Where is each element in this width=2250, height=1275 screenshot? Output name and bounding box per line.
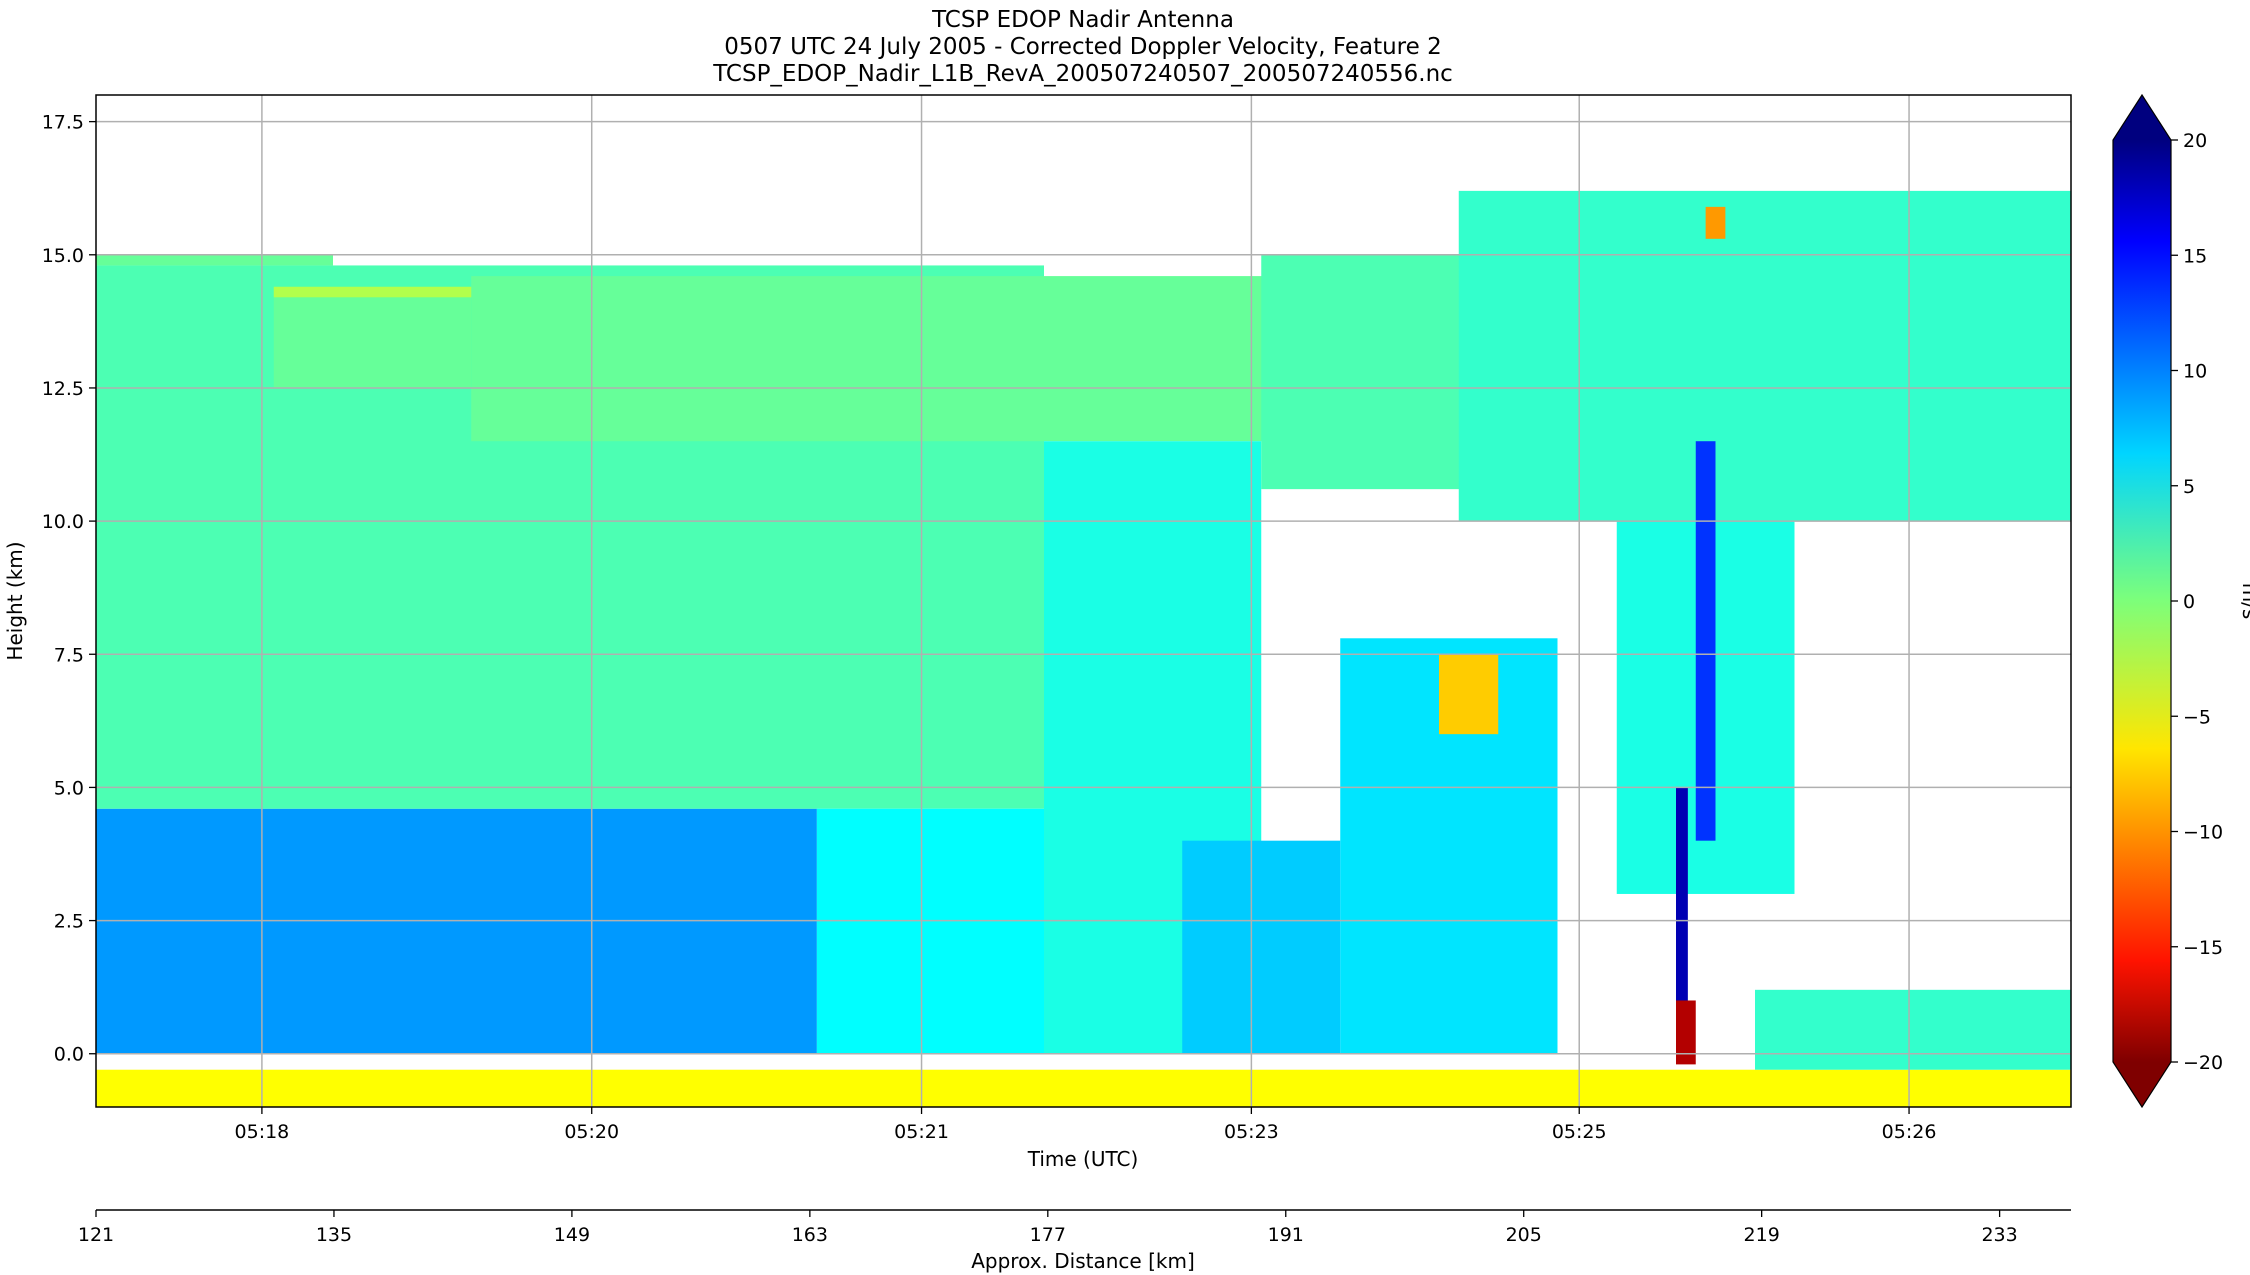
velocity-region [273, 297, 472, 388]
x-tick-label: 05:21 [894, 1121, 949, 1143]
velocity-region [1439, 654, 1499, 735]
colorbar-tick-label: 20 [2183, 130, 2207, 152]
colorbar: 20 15 10 5 0 −5 −10 −15 −20 m/s [2112, 93, 2250, 1109]
colorbar-tick-label: 15 [2183, 245, 2207, 267]
distance-axis-ticks: 121 135 149 163 177 191 205 219 233 [78, 1210, 2018, 1246]
x-tick-label: 05:26 [1882, 1121, 1937, 1143]
colorbar-upper-extend [2113, 95, 2171, 140]
distance-tick-label: 135 [316, 1224, 352, 1246]
plot-area [95, 94, 2072, 1108]
chart-title-line-2: 0507 UTC 24 July 2005 - Corrected Dopple… [724, 34, 1441, 60]
distance-tick-label: 205 [1506, 1224, 1542, 1246]
velocity-region [1695, 441, 1716, 841]
distance-tick-label: 233 [1981, 1224, 2017, 1246]
velocity-region [1705, 206, 1726, 239]
y-tick-label: 10.0 [42, 511, 84, 533]
colorbar-label: m/s [2238, 583, 2250, 620]
velocity-field [96, 190, 2071, 1107]
colorbar-tick-label: −10 [2183, 822, 2223, 844]
velocity-region [1676, 1000, 1696, 1065]
colorbar-lower-extend [2113, 1062, 2171, 1107]
chart-title-line-3: TCSP_EDOP_Nadir_L1B_RevA_200507240507_20… [712, 61, 1453, 87]
velocity-region [96, 1069, 2071, 1107]
colorbar-tick-label: 10 [2183, 361, 2207, 383]
y-tick-label: 0.0 [54, 1044, 84, 1066]
y-tick-label: 2.5 [54, 911, 84, 933]
distance-tick-label: 191 [1268, 1224, 1304, 1246]
distance-axis-label: Approx. Distance [km] [971, 1249, 1195, 1273]
x-tick-label: 05:20 [564, 1121, 619, 1143]
colorbar-ticks: 20 15 10 5 0 −5 −10 −15 −20 [2171, 130, 2223, 1074]
distance-tick-label: 149 [554, 1224, 590, 1246]
chart-title-line-1: TCSP EDOP Nadir Antenna [931, 7, 1234, 33]
velocity-region [1182, 840, 1341, 1054]
grid-lines [96, 95, 2071, 1107]
distance-tick-label: 177 [1030, 1224, 1066, 1246]
y-axis-label: Height (km) [3, 541, 27, 660]
colorbar-gradient [2113, 140, 2171, 1062]
y-tick-label: 12.5 [42, 378, 84, 400]
y-tick-label: 15.0 [42, 245, 84, 267]
x-tick-label: 05:23 [1224, 1121, 1279, 1143]
y-tick-label: 7.5 [54, 644, 84, 666]
colorbar-tick-label: −15 [2183, 937, 2223, 959]
velocity-region [1458, 190, 2071, 522]
distance-tick-label: 219 [1744, 1224, 1780, 1246]
velocity-region [96, 808, 817, 1054]
y-tick-label: 17.5 [42, 112, 84, 134]
y-tick-label: 5.0 [54, 777, 84, 799]
colorbar-tick-label: −5 [2183, 706, 2211, 728]
distance-tick-label: 163 [792, 1224, 828, 1246]
colorbar-tick-label: 5 [2183, 476, 2195, 498]
plot-frame [95, 94, 2072, 1108]
x-tick-label: 05:25 [1552, 1121, 1607, 1143]
distance-tick-label: 121 [78, 1224, 114, 1246]
velocity-region [96, 254, 333, 266]
x-tick-label: 05:18 [235, 1121, 290, 1143]
colorbar-tick-label: −20 [2183, 1052, 2223, 1074]
velocity-region [816, 808, 1044, 1054]
colorbar-tick-label: 0 [2183, 591, 2195, 613]
x-axis-ticks: 05:18 05:20 05:21 05:23 05:25 05:26 [235, 1107, 1937, 1143]
velocity-region [471, 276, 1281, 442]
y-axis-ticks: 0.0 2.5 5.0 7.5 10.0 12.5 15.0 17.5 [42, 112, 96, 1066]
distance-axis: 121 135 149 163 177 191 205 219 233 Approx. Dist… [78, 1209, 2071, 1273]
velocity-region [1755, 989, 2071, 1070]
x-axis-label: Time (UTC) [1027, 1147, 1139, 1171]
